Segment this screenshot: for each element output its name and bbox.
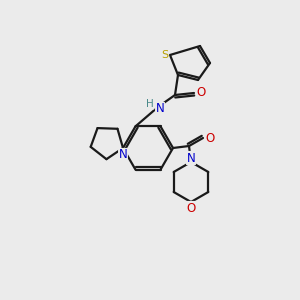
Text: O: O: [186, 202, 196, 214]
Text: N: N: [187, 152, 195, 164]
Text: O: O: [206, 131, 214, 145]
Text: H: H: [146, 99, 154, 109]
Text: O: O: [196, 86, 206, 100]
Text: N: N: [156, 103, 164, 116]
Text: N: N: [118, 148, 127, 161]
Text: S: S: [161, 50, 169, 60]
